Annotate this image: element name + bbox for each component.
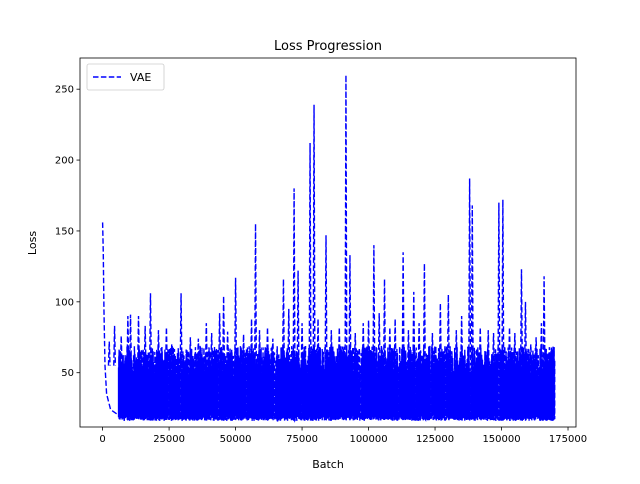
series-spike (547, 347, 551, 366)
series-spike (497, 202, 501, 366)
series-spike (523, 301, 527, 366)
legend-label-vae: VAE (130, 71, 151, 84)
series-spike (179, 293, 183, 366)
series-spike (222, 296, 226, 366)
y-tick-label: 50 (61, 368, 74, 379)
x-tick-label: 75000 (286, 434, 318, 445)
series-spike (478, 327, 482, 366)
series-spike (454, 330, 458, 366)
series-spike (271, 338, 275, 366)
series-spike (508, 327, 512, 366)
series-spike (468, 178, 472, 366)
series-spike (422, 263, 426, 366)
series-spike (367, 320, 371, 366)
x-tick-label: 0 (99, 434, 105, 445)
series-spike (308, 143, 312, 366)
series-spike (430, 332, 434, 366)
y-axis-ticks: 50 100 150 200 250 (55, 85, 80, 379)
series-spike (539, 323, 543, 366)
series-spike (534, 337, 538, 366)
series-spike (348, 255, 352, 366)
series-spike (470, 205, 474, 366)
series-spike (513, 332, 517, 366)
series-spike (412, 291, 416, 366)
x-tick-label: 100000 (349, 434, 387, 445)
chart-title: Loss Progression (274, 39, 382, 54)
series-spike (383, 279, 387, 366)
series-spike (438, 303, 442, 366)
legend: VAE (86, 63, 165, 91)
series-spike (312, 104, 316, 366)
series-spike (188, 337, 192, 366)
series-spike (226, 331, 230, 366)
plot-frame (79, 57, 577, 428)
series-spike (148, 293, 152, 366)
series-spike (107, 341, 111, 366)
series-spike (401, 252, 405, 366)
y-tick-label: 200 (55, 156, 74, 167)
x-tick-label: 50000 (220, 434, 252, 445)
series-spike (234, 277, 238, 366)
x-axis-label: Batch (312, 458, 344, 471)
series-spike (551, 355, 555, 366)
series-spike (119, 335, 123, 366)
series-spike (156, 330, 160, 366)
series-spike (492, 332, 496, 366)
series-spike (460, 315, 464, 366)
legend-box (86, 63, 165, 91)
series-spike (296, 270, 300, 366)
series-spike (361, 323, 365, 366)
series-spike (329, 330, 333, 366)
series-spike (266, 327, 269, 366)
series-spike (218, 313, 222, 366)
series-spike (164, 327, 168, 366)
series-spike (337, 327, 341, 366)
x-tick-label: 25000 (153, 434, 185, 445)
series-spike (242, 334, 246, 366)
series-spike (143, 325, 147, 366)
series-spike (529, 344, 533, 366)
series-layer (101, 75, 556, 423)
series-spike (281, 279, 285, 366)
series-spike (170, 344, 174, 366)
series-spike (353, 332, 357, 366)
x-axis-ticks: 0 25000 50000 75000 100000 125000 150000 175000 (99, 427, 587, 445)
series-spike (372, 245, 376, 366)
series-spike (446, 294, 450, 366)
y-tick-label: 250 (55, 85, 74, 96)
series-spike (486, 330, 490, 366)
series-spike (210, 332, 214, 366)
y-tick-label: 150 (55, 226, 74, 237)
series-spike (292, 188, 296, 366)
series-spike (344, 75, 348, 366)
series-spike (388, 327, 392, 366)
y-tick-label: 100 (55, 297, 74, 308)
series-spike (137, 315, 141, 366)
series-spike (204, 323, 208, 366)
series-line-vae (101, 222, 556, 423)
series-spike (300, 323, 304, 366)
series-spike (377, 313, 381, 366)
series-spike (417, 323, 421, 366)
x-tick-label: 150000 (482, 434, 520, 445)
series-spike (287, 308, 291, 366)
y-axis-label: Loss (26, 231, 39, 255)
series-spike (196, 338, 200, 366)
series-spike (129, 314, 133, 366)
x-tick-label: 125000 (416, 434, 454, 445)
series-spike (519, 269, 523, 366)
series-spike (113, 325, 117, 366)
series-spike (406, 330, 410, 366)
series-spike (126, 315, 130, 366)
series-spike (324, 235, 328, 366)
series-spike (258, 330, 262, 366)
x-tick-label: 175000 (549, 434, 587, 445)
series-spike (542, 276, 546, 366)
